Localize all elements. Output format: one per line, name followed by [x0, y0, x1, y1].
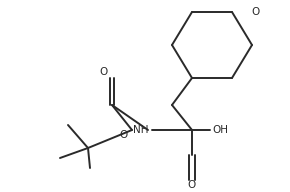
- Text: O: O: [100, 67, 108, 77]
- Text: O: O: [120, 130, 128, 140]
- Text: O: O: [252, 7, 260, 17]
- Text: NH: NH: [133, 125, 148, 135]
- Text: OH: OH: [212, 125, 228, 135]
- Text: O: O: [188, 180, 196, 190]
